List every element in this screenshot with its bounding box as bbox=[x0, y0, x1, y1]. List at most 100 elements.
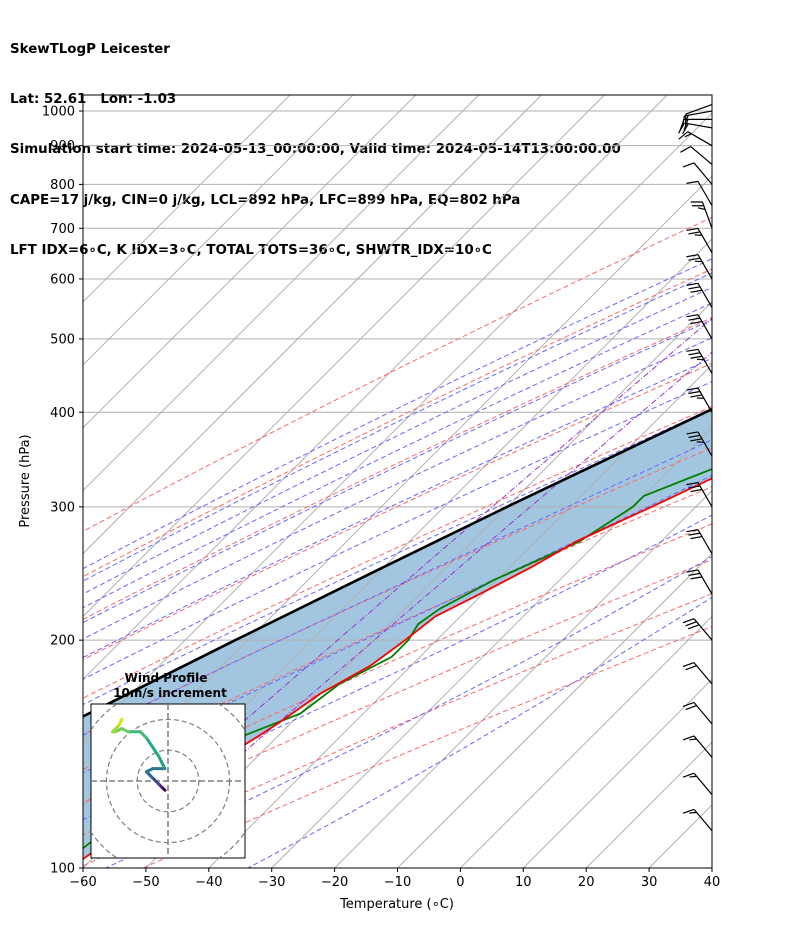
parcel-line bbox=[83, 407, 712, 718]
barb-staff bbox=[693, 735, 713, 758]
barb-staff bbox=[697, 314, 713, 340]
dry-adiabat-line bbox=[83, 268, 712, 578]
wind-barb bbox=[682, 772, 713, 796]
y-tick-label: 800 bbox=[50, 178, 75, 193]
y-tick-label: 300 bbox=[50, 500, 75, 515]
barb-feather bbox=[682, 701, 695, 708]
isotherm-line bbox=[397, 552, 712, 868]
isotherm-line bbox=[83, 95, 417, 429]
barb-feather bbox=[688, 532, 701, 536]
grid-lines bbox=[83, 110, 712, 868]
mixing-ratio-line bbox=[110, 317, 712, 838]
barb-feather bbox=[686, 431, 699, 435]
x-tick-label: 10 bbox=[515, 875, 532, 890]
barb-feather bbox=[688, 434, 701, 439]
wind-barb bbox=[682, 162, 713, 185]
barb-staff bbox=[685, 103, 713, 115]
y-tick-label: 200 bbox=[50, 634, 75, 649]
mixing-ratio-line bbox=[145, 351, 712, 838]
hodograph-segment bbox=[144, 736, 155, 749]
barb-feather bbox=[688, 572, 701, 577]
moist-adiabat-line bbox=[83, 258, 712, 570]
barb-staff bbox=[697, 348, 713, 374]
x-axis-label: Temperature (∘C) bbox=[339, 897, 454, 912]
barb-feather bbox=[688, 231, 701, 235]
wind-barb bbox=[678, 122, 713, 135]
barb-feather bbox=[690, 535, 703, 540]
wind-barb bbox=[686, 282, 713, 308]
x-tick-label: 20 bbox=[578, 875, 595, 890]
barb-feather bbox=[688, 485, 701, 489]
hodograph-inset: Wind Profile 10m/s increment bbox=[90, 671, 246, 859]
barb-feather bbox=[690, 576, 703, 580]
y-axis-label: Pressure (hPa) bbox=[18, 434, 33, 527]
barb-staff bbox=[690, 146, 713, 165]
chart-title: SkewTLogP Leicester bbox=[10, 41, 170, 57]
y-axis-ticks: 100 200 300 400 500 600 700 800 900 1000 bbox=[42, 105, 83, 877]
barb-staff bbox=[684, 122, 713, 129]
barb-feather bbox=[685, 621, 697, 627]
temperature-line bbox=[83, 477, 712, 861]
dry-adiabat-line bbox=[83, 317, 712, 620]
moist-adiabat-line bbox=[83, 439, 712, 736]
barb-feather bbox=[682, 808, 695, 814]
barb-feather bbox=[686, 387, 699, 391]
barb-staff bbox=[687, 131, 713, 147]
barb-feather bbox=[686, 314, 699, 318]
barb-feather bbox=[684, 114, 689, 123]
isotherm-line bbox=[83, 95, 479, 492]
barb-feather bbox=[686, 481, 699, 486]
barb-feather bbox=[681, 123, 689, 135]
mixing-ratio-lines bbox=[110, 317, 712, 838]
barb-feather bbox=[690, 438, 703, 442]
barb-feather bbox=[684, 133, 692, 138]
wind-barb bbox=[678, 131, 713, 147]
barb-feather bbox=[682, 618, 695, 624]
barb-feather bbox=[686, 227, 699, 232]
isotherm-line bbox=[522, 678, 712, 868]
dry-adiabat-line bbox=[83, 523, 712, 804]
isotherm-line bbox=[83, 95, 605, 618]
barb-feather bbox=[682, 162, 695, 168]
dry-adiabat-line bbox=[83, 216, 712, 532]
hodograph-segment bbox=[117, 717, 124, 728]
barb-staff bbox=[697, 431, 713, 457]
hodograph-segment bbox=[151, 745, 161, 758]
hodograph-title: Wind Profile bbox=[125, 671, 208, 685]
y-tick-label: 1000 bbox=[42, 105, 75, 120]
barb-staff bbox=[697, 254, 713, 280]
barb-staff bbox=[693, 662, 713, 685]
barb-feather bbox=[698, 207, 706, 211]
isotherm-line bbox=[83, 95, 668, 681]
y-tick-label: 600 bbox=[50, 272, 75, 287]
barb-staff bbox=[693, 162, 713, 185]
barb-staff bbox=[701, 201, 713, 229]
wind-barbs bbox=[678, 103, 713, 832]
barb-feather bbox=[682, 662, 695, 668]
barb-staff bbox=[697, 228, 713, 253]
wind-barb bbox=[686, 227, 713, 253]
moist-adiabat-line bbox=[83, 272, 712, 582]
isotherm-line bbox=[83, 112, 712, 743]
profiles bbox=[83, 407, 712, 861]
x-tick-label: −30 bbox=[258, 875, 285, 890]
isotherm-line bbox=[83, 95, 354, 366]
barb-staff bbox=[697, 387, 713, 413]
y-tick-label: 900 bbox=[50, 139, 75, 154]
barb-staff bbox=[697, 181, 713, 206]
y-tick-label: 700 bbox=[50, 222, 75, 237]
wind-barb bbox=[680, 145, 713, 165]
barb-staff bbox=[697, 482, 713, 508]
moist-adiabat-line bbox=[83, 319, 712, 624]
x-tick-label: −60 bbox=[69, 875, 96, 890]
barb-feather bbox=[680, 145, 691, 153]
wind-barb bbox=[686, 387, 713, 413]
x-axis-ticks: −60 −50 −40 −30 −20 −10 0 10 20 30 40 bbox=[69, 868, 720, 890]
isotherm-line bbox=[208, 364, 712, 868]
wind-barb bbox=[686, 569, 713, 595]
x-tick-label: −50 bbox=[132, 875, 159, 890]
barb-feather bbox=[689, 738, 697, 741]
isotherm-line bbox=[711, 867, 712, 868]
wind-barb bbox=[682, 701, 713, 725]
